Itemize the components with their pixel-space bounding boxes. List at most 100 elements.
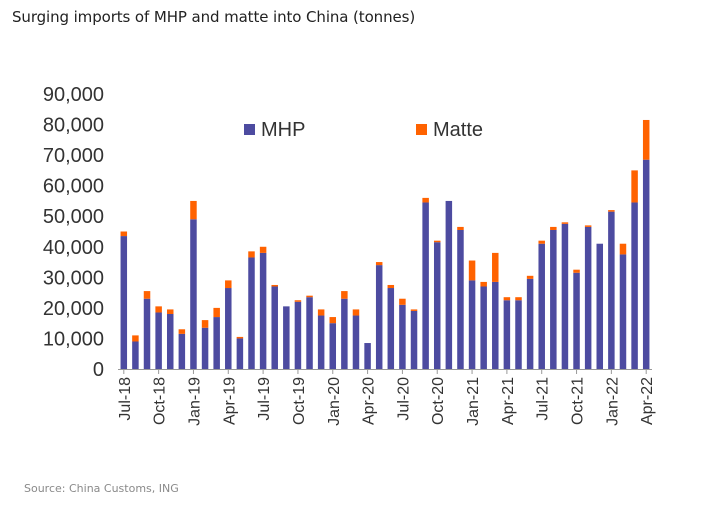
x-tick-label: Apr-21 (500, 377, 517, 425)
bar-mhp (352, 315, 360, 369)
bar-matte (433, 240, 441, 243)
bar-matte (375, 262, 383, 266)
bar-matte (132, 335, 139, 342)
bar-mhp (550, 229, 557, 369)
bar-mhp (526, 278, 534, 369)
bar-mhp (236, 338, 244, 369)
y-tick-label: 0 (93, 359, 104, 381)
bar-matte (120, 231, 128, 237)
bar-mhp (387, 288, 395, 369)
bar-matte (515, 297, 522, 301)
bar-matte (387, 284, 395, 289)
bar-mhp (410, 310, 418, 369)
bar-matte (352, 309, 360, 316)
bar-matte (271, 284, 278, 287)
bar-matte (561, 222, 569, 224)
y-tick-label: 10,000 (43, 328, 104, 350)
bar-matte (225, 280, 232, 289)
y-tick-label: 20,000 (43, 298, 104, 320)
bar-matte (457, 226, 464, 230)
bar-mhp (143, 298, 151, 369)
bar-matte (248, 251, 255, 258)
bar-mhp (317, 315, 325, 369)
bar-matte (422, 197, 429, 203)
bar-mhp (364, 343, 371, 369)
bar-matte (538, 240, 545, 244)
bar-mhp (561, 223, 569, 369)
bar-mhp (433, 242, 441, 369)
bar-mhp (468, 280, 476, 369)
bar-mhp (492, 281, 499, 369)
bar-matte (642, 119, 650, 160)
bar-mhp (271, 286, 278, 369)
x-tick-label: Jan-21 (465, 377, 482, 426)
bar-mhp (120, 236, 128, 369)
bar-matte (410, 309, 418, 311)
bar-mhp (631, 202, 638, 369)
bar-mhp (329, 323, 337, 369)
bar-mhp (619, 254, 627, 369)
x-tick-label: Apr-22 (639, 377, 656, 425)
bar-mhp (642, 159, 650, 369)
x-tick-label: Oct-19 (291, 377, 308, 425)
bar-matte (492, 252, 499, 282)
y-tick-label: 80,000 (43, 115, 104, 137)
bar-matte (468, 260, 476, 281)
x-tick-label: Apr-20 (361, 377, 378, 425)
bar-mhp (294, 301, 302, 369)
y-tick-label: 30,000 (43, 267, 104, 289)
x-tick-label: Oct-20 (430, 377, 447, 425)
x-tick-label: Jul-19 (256, 377, 273, 421)
bar-matte (573, 269, 580, 273)
bar-matte (584, 225, 592, 227)
legend-label-mhp: MHP (261, 119, 305, 141)
bar-matte (317, 309, 325, 316)
bar-matte (236, 336, 244, 339)
legend-swatch-mhp (244, 124, 255, 135)
bar-matte (399, 298, 406, 305)
bar-mhp (584, 226, 592, 369)
bar-mhp (503, 300, 511, 369)
bar-mhp (306, 297, 313, 369)
bar-mhp (457, 229, 464, 369)
source-note: Source: China Customs, ING (24, 482, 179, 495)
bar-mhp (538, 243, 545, 369)
bar-matte (259, 246, 267, 253)
bar-matte (503, 297, 511, 301)
bar-matte (480, 281, 487, 287)
x-axis: Jul-18 Oct-18 Jan-19 Apr-19 Jul-19 Oct-19 Jan-… (117, 369, 656, 426)
bar-matte (166, 309, 174, 314)
bars (120, 119, 650, 369)
bar-mhp (190, 219, 197, 369)
x-tick-label: Jan-20 (326, 377, 343, 426)
y-tick-label: 50,000 (43, 206, 104, 228)
bar-matte (550, 226, 557, 230)
bar-matte (143, 291, 151, 299)
x-tick-label: Oct-21 (570, 377, 587, 425)
bar-matte (155, 306, 162, 313)
y-tick-label: 60,000 (43, 176, 104, 198)
bar-matte (526, 275, 534, 279)
bar-matte (178, 329, 186, 334)
bar-matte (190, 200, 197, 220)
bar-matte (619, 243, 627, 255)
bar-mhp (596, 243, 604, 369)
bar-mhp (248, 257, 255, 369)
bar-mhp (166, 314, 174, 369)
bar-mhp (283, 306, 290, 369)
bar-matte (608, 210, 615, 212)
bar-mhp (225, 288, 232, 369)
bar-mhp (132, 341, 139, 369)
x-tick-label: Jul-20 (395, 377, 412, 421)
x-tick-label: Jul-18 (117, 377, 134, 421)
y-axis: 0 10,000 20,000 30,000 40,000 50,000 60,000 70,… (43, 84, 104, 381)
y-tick-label: 90,000 (43, 84, 104, 106)
bar-mhp (422, 202, 429, 369)
x-tick-label: Jan-19 (186, 377, 203, 426)
x-tick-label: Apr-19 (221, 377, 238, 425)
bar-matte (631, 170, 638, 203)
bar-mhp (480, 286, 487, 369)
x-tick-label: Jan-22 (604, 377, 621, 426)
bar-mhp (445, 200, 453, 369)
